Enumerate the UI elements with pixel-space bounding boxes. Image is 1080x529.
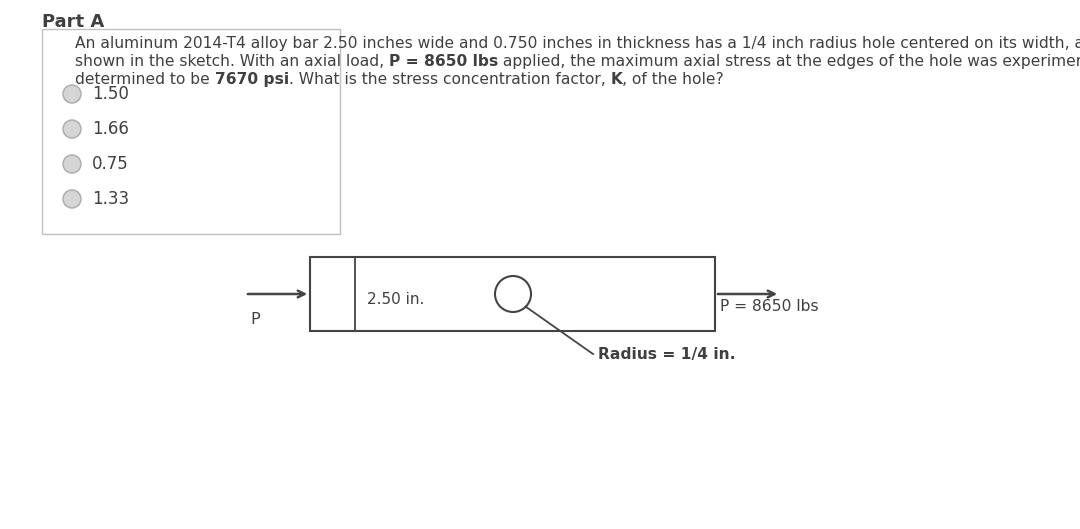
- Bar: [310, 257, 715, 331]
- Circle shape: [63, 85, 81, 103]
- Text: 1.33: 1.33: [92, 190, 130, 208]
- Circle shape: [63, 120, 81, 138]
- Text: K: K: [610, 72, 622, 87]
- Text: An aluminum 2014-T4 alloy bar 2.50 inches wide and 0.750 inches in thickness has: An aluminum 2014-T4 alloy bar 2.50 inche…: [75, 36, 1080, 51]
- Text: . What is the stress concentration factor,: . What is the stress concentration facto…: [288, 72, 610, 87]
- Text: P = 8650 lbs: P = 8650 lbs: [720, 299, 819, 314]
- Text: P = 8650 lbs: P = 8650 lbs: [389, 54, 498, 69]
- Text: 2.50 in.: 2.50 in.: [367, 291, 424, 306]
- Text: P: P: [251, 312, 260, 327]
- Bar: [42, 29, 340, 234]
- Text: shown in the sketch. With an axial load,: shown in the sketch. With an axial load,: [75, 54, 389, 69]
- Text: 1.66: 1.66: [92, 120, 129, 138]
- Circle shape: [63, 155, 81, 173]
- Text: 1.50: 1.50: [92, 85, 129, 103]
- Text: determined to be: determined to be: [75, 72, 215, 87]
- Text: 7670 psi: 7670 psi: [215, 72, 288, 87]
- Circle shape: [495, 276, 531, 312]
- Text: applied, the maximum axial stress at the edges of the hole was experimentally: applied, the maximum axial stress at the…: [498, 54, 1080, 69]
- Text: , of the hole?: , of the hole?: [622, 72, 724, 87]
- Text: Part A: Part A: [42, 13, 105, 31]
- Text: 0.75: 0.75: [92, 155, 129, 173]
- Text: Radius = 1/4 in.: Radius = 1/4 in.: [598, 346, 735, 361]
- Circle shape: [63, 190, 81, 208]
